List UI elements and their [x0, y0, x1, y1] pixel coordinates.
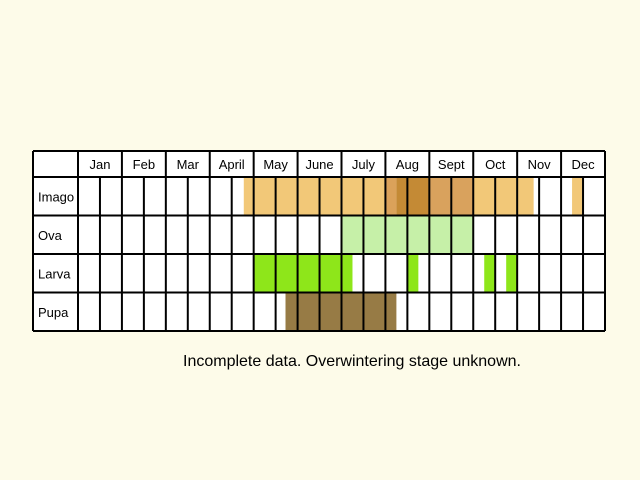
month-label: Sept [438, 157, 465, 172]
month-label: Mar [177, 157, 200, 172]
month-label: April [219, 157, 245, 172]
stage-bar-larva [484, 255, 496, 292]
stage-bar-imago [572, 178, 584, 215]
month-label: Aug [396, 157, 419, 172]
month-label: Nov [528, 157, 552, 172]
month-label: Feb [133, 157, 155, 172]
stage-bar-imago [396, 178, 430, 215]
stage-label: Larva [38, 266, 71, 281]
stage-bar-larva [506, 255, 518, 292]
stage-bar-larva [253, 255, 353, 292]
stage-bar-imago [385, 178, 397, 215]
month-label: May [263, 157, 288, 172]
month-label: Jan [89, 157, 110, 172]
month-label: July [352, 157, 376, 172]
stage-label: Imago [38, 189, 74, 204]
stage-label: Ova [38, 228, 63, 243]
stage-bar-larva [407, 255, 419, 292]
chart-footnote: Incomplete data. Overwintering stage unk… [183, 353, 521, 370]
month-label: June [305, 157, 333, 172]
stage-label: Pupa [38, 305, 69, 320]
month-label: Dec [571, 157, 595, 172]
stage-bar-imago [243, 178, 254, 215]
stage-bar-imago [473, 178, 534, 215]
month-label: Oct [485, 157, 506, 172]
